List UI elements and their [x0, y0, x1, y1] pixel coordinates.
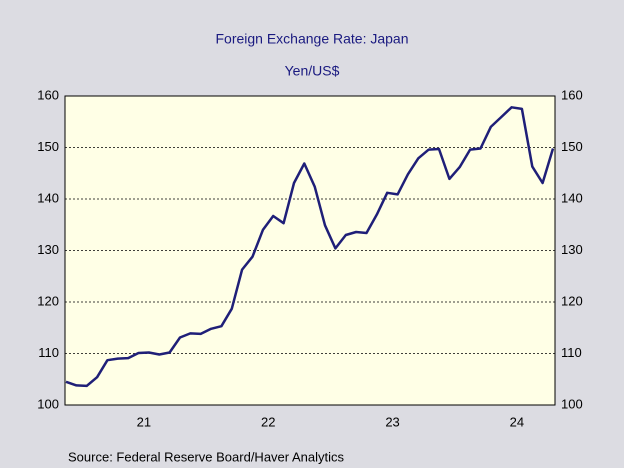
y-tick-label: 140 [37, 190, 59, 205]
y-tick-label: 150 [37, 139, 59, 154]
y-tick-label: 110 [38, 345, 59, 360]
chart-title: Foreign Exchange Rate: Japan [215, 31, 408, 47]
chart-subtitle: Yen/US$ [285, 63, 340, 79]
y2-tick-label: 120 [561, 293, 583, 308]
y2-tick-label: 140 [561, 190, 583, 205]
x-tick-label: 24 [510, 414, 524, 429]
x-tick-label: 21 [137, 414, 151, 429]
y2-tick-label: 130 [561, 242, 583, 257]
y-tick-label: 160 [37, 87, 59, 102]
y-tick-label: 120 [37, 293, 59, 308]
y2-tick-label: 110 [561, 345, 582, 360]
x-tick-label: 23 [385, 414, 399, 429]
y-tick-label: 130 [37, 242, 59, 257]
y-tick-label: 100 [37, 396, 59, 411]
y2-tick-label: 100 [561, 396, 583, 411]
y2-tick-label: 160 [561, 87, 583, 102]
source-note: Source: Federal Reserve Board/Haver Anal… [68, 449, 345, 464]
y2-tick-label: 150 [561, 139, 583, 154]
x-tick-label: 22 [261, 414, 275, 429]
data-line [65, 106, 555, 388]
